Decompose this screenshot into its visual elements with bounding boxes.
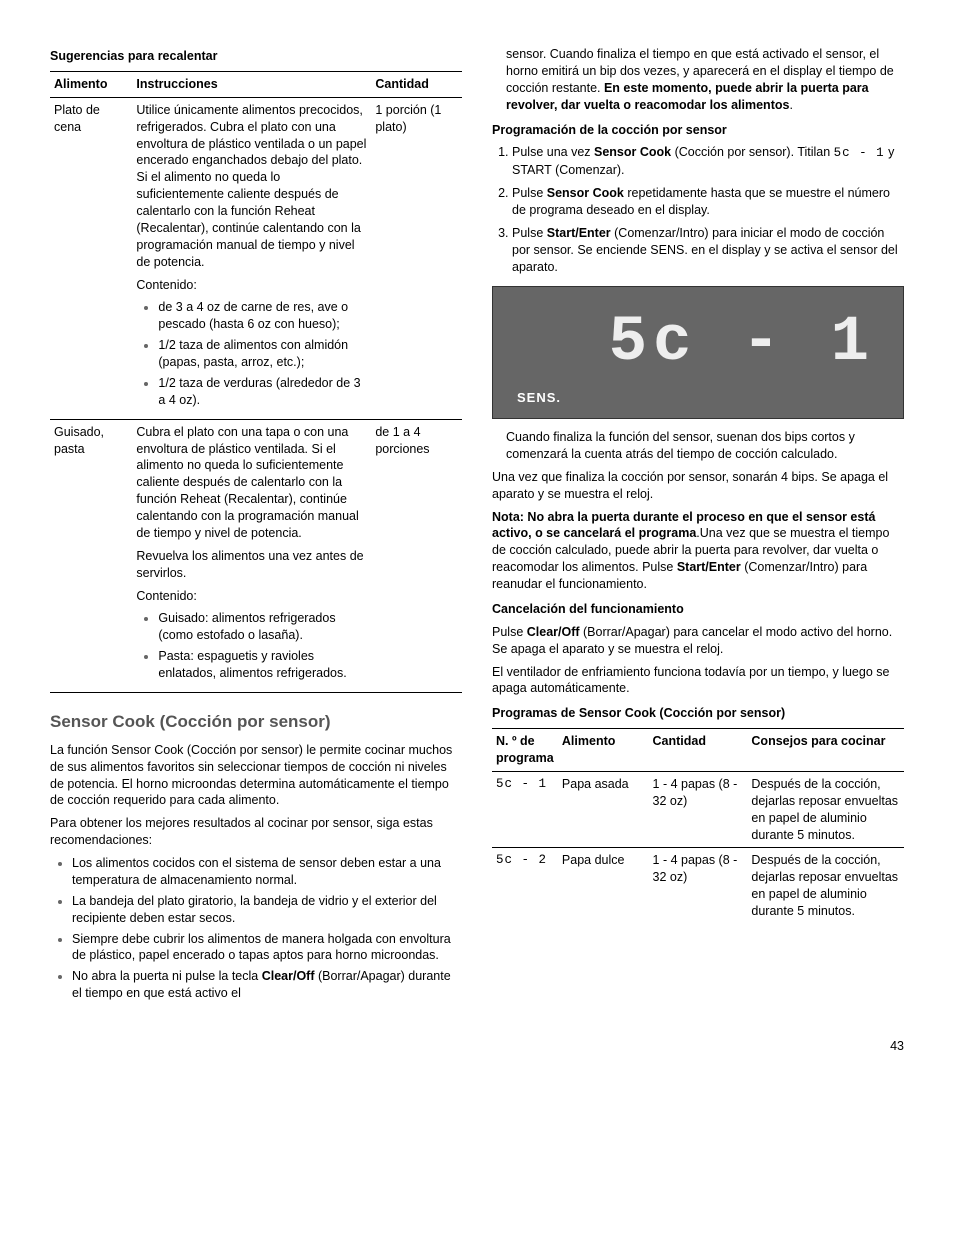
cancel-p1: Pulse Clear/Off (Borrar/Apagar) para can… <box>492 624 904 658</box>
cell-instr-main: Cubra el plato con una tapa o con una en… <box>136 424 367 542</box>
cell-tip: Después de la cocción, dejarlas reposar … <box>747 848 904 924</box>
th-cantidad: Cantidad <box>371 71 462 97</box>
cancel-p2: El ventilador de enfriamiento funciona t… <box>492 664 904 698</box>
th-cantidad: Cantidad <box>649 729 748 772</box>
th-instrucciones: Instrucciones <box>132 71 371 97</box>
cell-prog: 5c - 1 <box>492 771 558 848</box>
list-item: Siempre debe cubrir los alimentos de man… <box>72 931 462 965</box>
th-consejos: Consejos para cocinar <box>747 729 904 772</box>
cell-qty: 1 - 4 papas (8 - 32 oz) <box>649 771 748 848</box>
page-number: 43 <box>50 1038 904 1055</box>
display-digits: 5c - 1 <box>511 305 885 389</box>
list-item: 1/2 taza de verduras (alrededor de 3 a 4… <box>158 375 367 409</box>
sensor-bullets: Los alimentos cocidos con el sistema de … <box>50 855 462 1002</box>
cell-prog: 5c - 2 <box>492 848 558 924</box>
cell-contenido-label: Contenido: <box>136 277 367 294</box>
th-alimento: Alimento <box>50 71 132 97</box>
cell-food: Papa dulce <box>558 848 649 924</box>
table-programs: N. º de programa Alimento Cantidad Conse… <box>492 728 904 924</box>
cell-qty: de 1 a 4 porciones <box>371 419 462 692</box>
cell-instr2: Revuelva los alimentos una vez antes de … <box>136 548 367 582</box>
after-display-p: Una vez que finaliza la cocción por sens… <box>492 469 904 503</box>
after-display-indent: Cuando finaliza la función del sensor, s… <box>492 429 904 463</box>
cell-qty: 1 - 4 papas (8 - 32 oz) <box>649 848 748 924</box>
continuation-p: sensor. Cuando finaliza el tiempo en que… <box>492 46 904 114</box>
cell-tip: Después de la cocción, dejarlas reposar … <box>747 771 904 848</box>
list-item: Pasta: espaguetis y ravioles enlatados, … <box>158 648 367 682</box>
left-column: Sugerencias para recalentar Alimento Ins… <box>50 40 462 1008</box>
table-row: Plato de cena Utilice únicamente aliment… <box>50 97 462 419</box>
list-item: 1/2 taza de alimentos con almidón (papas… <box>158 337 367 371</box>
table-reheat: Alimento Instrucciones Cantidad Plato de… <box>50 71 462 693</box>
step-1: Pulse una vez Sensor Cook (Cocción por s… <box>512 144 904 179</box>
table-row: 5c - 2 Papa dulce 1 - 4 papas (8 - 32 oz… <box>492 848 904 924</box>
list-item: No abra la puerta ni pulse la tecla Clea… <box>72 968 462 1002</box>
nota-paragraph: Nota: No abra la puerta durante el proce… <box>492 509 904 593</box>
cell-food: Plato de cena <box>50 97 132 419</box>
heading-cancelacion: Cancelación del funcionamiento <box>492 601 904 618</box>
steps-list: Pulse una vez Sensor Cook (Cocción por s… <box>492 144 904 275</box>
cell-instr: Cubra el plato con una tapa o con una en… <box>132 419 371 692</box>
sensor-p2: Para obtener los mejores resultados al c… <box>50 815 462 849</box>
heading-programacion: Programación de la cocción por sensor <box>492 122 904 139</box>
cell-instr: Utilice únicamente alimentos precocidos,… <box>132 97 371 419</box>
right-column: sensor. Cuando finaliza el tiempo en que… <box>492 40 904 1008</box>
microwave-display: 5c - 1 SENS. <box>492 286 904 420</box>
cell-food: Papa asada <box>558 771 649 848</box>
page-columns: Sugerencias para recalentar Alimento Ins… <box>50 40 904 1008</box>
list-item: de 3 a 4 oz de carne de res, ave o pesca… <box>158 299 367 333</box>
cell-contenido-label: Contenido: <box>136 588 367 605</box>
sensor-p1: La función Sensor Cook (Cocción por sens… <box>50 742 462 810</box>
heading-sensor-cook: Sensor Cook (Cocción por sensor) <box>50 711 462 734</box>
step-2: Pulse Sensor Cook repetidamente hasta qu… <box>512 185 904 219</box>
heading-sugerencias: Sugerencias para recalentar <box>50 48 462 65</box>
list-item: Guisado: alimentos refrigerados (como es… <box>158 610 367 644</box>
cell-qty: 1 porción (1 plato) <box>371 97 462 419</box>
table-row: Guisado, pasta Cubra el plato con una ta… <box>50 419 462 692</box>
table-row: 5c - 1 Papa asada 1 - 4 papas (8 - 32 oz… <box>492 771 904 848</box>
th-prog: N. º de programa <box>492 729 558 772</box>
th-alimento: Alimento <box>558 729 649 772</box>
cell-food: Guisado, pasta <box>50 419 132 692</box>
cell-instr-main: Utilice únicamente alimentos precocidos,… <box>136 102 367 271</box>
list-item: La bandeja del plato giratorio, la bande… <box>72 893 462 927</box>
step-3: Pulse Start/Enter (Comenzar/Intro) para … <box>512 225 904 276</box>
cell-bullets: Guisado: alimentos refrigerados (como es… <box>136 610 367 682</box>
cell-bullets: de 3 a 4 oz de carne de res, ave o pesca… <box>136 299 367 408</box>
heading-programs: Programas de Sensor Cook (Cocción por se… <box>492 705 904 722</box>
display-label: SENS. <box>511 389 885 407</box>
list-item: Los alimentos cocidos con el sistema de … <box>72 855 462 889</box>
